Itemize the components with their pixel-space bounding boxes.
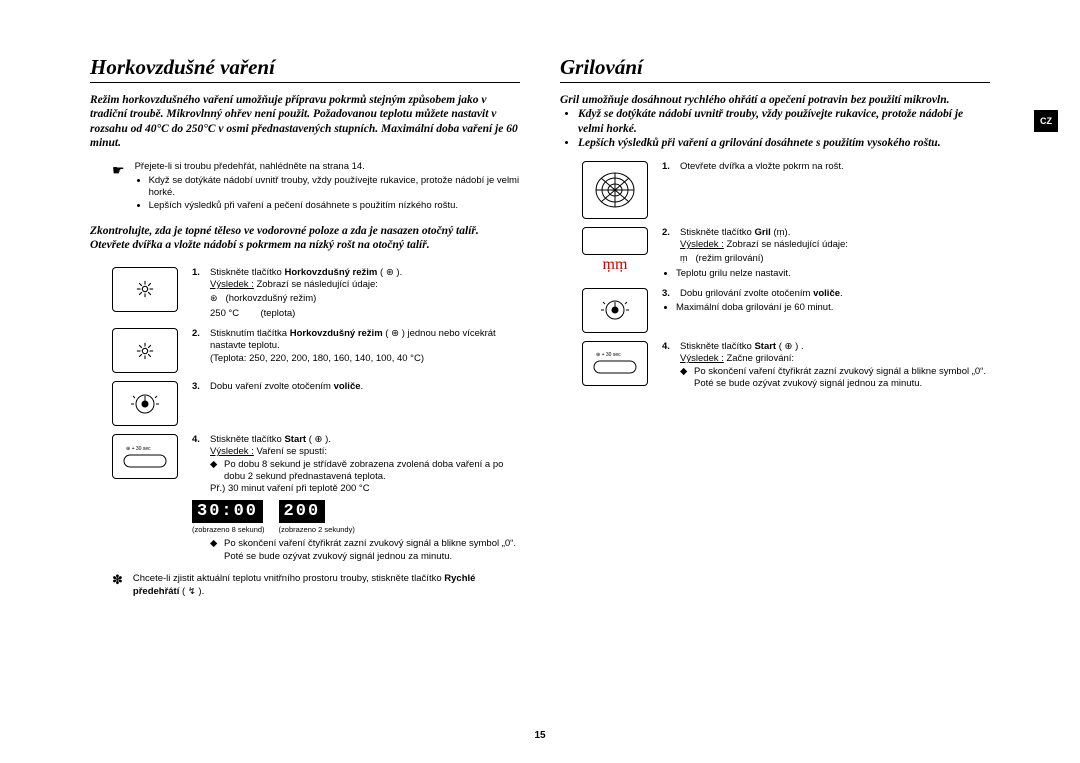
footnote-text: Chcete-li zjistit aktuální teplotu vnitř… xyxy=(133,573,520,598)
start-button-panel: ⊕ + 30 sec xyxy=(112,434,178,479)
step-row: ṃṃ 2. Stiskněte tlačítko Gril (ṃ). Výsle… xyxy=(582,227,990,280)
step-text: Otevřete dvířka a vložte pokrm na rošt. xyxy=(680,161,844,173)
grill-button-panel xyxy=(582,227,648,255)
step-row: ⊕ + 30 sec 4. Stiskněte tlačítko Start (… xyxy=(112,434,520,563)
button-panel-convection xyxy=(112,267,178,312)
result-item: (horkovzdušný režim) xyxy=(226,293,317,305)
step-row: 2. Stisknutím tlačítka Horkovzdušný reži… xyxy=(112,328,520,373)
step-number: 3. xyxy=(192,381,204,393)
step-text: Dobu vaření zvolte otočením voliče. xyxy=(210,381,363,393)
step-number: 1. xyxy=(192,267,204,279)
divider xyxy=(560,82,990,83)
rack-panel xyxy=(582,161,648,219)
dial-panel xyxy=(112,381,178,426)
step-row: 1. Otevřete dvířka a vložte pokrm na roš… xyxy=(582,161,990,219)
button-panel-convection xyxy=(112,328,178,373)
dial-panel xyxy=(582,288,648,333)
footnote: ✽ Chcete-li zjistit aktuální teplotu vni… xyxy=(112,573,520,598)
step-number: 2. xyxy=(192,328,204,353)
result-item: Po dobu 8 sekund je střídavě zobrazena z… xyxy=(224,459,520,484)
step-row: ⊕ + 30 sec 4. Stiskněte tlačítko Start (… xyxy=(582,341,990,390)
step-row: 3. Dobu vaření zvolte otočením voliče. xyxy=(112,381,520,426)
step-text: Stiskněte tlačítko Start ( ⊕ ). xyxy=(210,434,331,446)
step-number: 4. xyxy=(662,341,674,353)
step-number: 1. xyxy=(662,161,674,173)
bullet-icon: ◆ xyxy=(210,538,220,563)
bullet-icon: ◆ xyxy=(210,459,220,484)
grill-mini-icon: ṃ xyxy=(680,253,688,265)
step-text: Stiskněte tlačítko Horkovzdušný režim ( … xyxy=(210,267,402,279)
step-result: Výsledek : Zobrazí se následující údaje: xyxy=(680,239,848,251)
right-steps: 1. Otevřete dvířka a vložte pokrm na roš… xyxy=(582,161,990,391)
pointer-icon: ☛ xyxy=(112,163,125,212)
step-text: Stisknutím tlačítka Horkovzdušný režim (… xyxy=(210,328,520,353)
grill-icon: ṃṃ xyxy=(582,257,648,273)
intro-bullet: Když se dotýkáte nádobí uvnitř trouby, v… xyxy=(578,107,990,136)
digital-display: 30:00 xyxy=(192,500,263,523)
right-title: Grilování xyxy=(560,55,990,80)
temp-list: (Teplota: 250, 220, 200, 180, 160, 140, … xyxy=(210,353,520,365)
result-item: Po skončení vaření čtyřikrát zazní zvuko… xyxy=(694,366,990,391)
left-column: Horkovzdušné vaření Režim horkovzdušného… xyxy=(90,55,520,598)
start-button-panel: ⊕ + 30 sec xyxy=(582,341,648,386)
step-row: 3. Dobu grilování zvolte otočením voliče… xyxy=(582,288,990,333)
asterisk-icon: ✽ xyxy=(112,573,123,598)
result-item: (teplota) xyxy=(260,308,295,320)
left-intro: Režim horkovzdušného vaření umožňuje pří… xyxy=(90,93,520,151)
left-steps: 1. Stiskněte tlačítko Horkovzdušný režim… xyxy=(112,267,520,564)
page: Horkovzdušné vaření Režim horkovzdušného… xyxy=(90,0,990,598)
note-main: Přejete-li si troubu předehřát, nahlédně… xyxy=(135,161,520,173)
step-result: Výsledek : Vaření se spustí: xyxy=(210,446,520,458)
note-bullet: Když se dotýkáte nádobí uvnitř trouby, v… xyxy=(149,175,520,200)
svg-text:⊕ + 30 sec: ⊕ + 30 sec xyxy=(126,446,151,452)
result-item: Maximální doba grilování je 60 minut. xyxy=(676,302,843,314)
step-number: 3. xyxy=(662,288,674,300)
svg-text:⊕ + 30 sec: ⊕ + 30 sec xyxy=(596,352,621,358)
language-tab: CZ xyxy=(1034,110,1058,132)
step-result: Výsledek : Zobrazí se následující údaje: xyxy=(210,279,402,291)
preheat-note: ☛ Přejete-li si troubu předehřát, nahléd… xyxy=(112,161,520,212)
digital-display: 200 xyxy=(279,500,326,523)
left-title: Horkovzdušné vaření xyxy=(90,55,520,80)
step-number: 4. xyxy=(192,434,204,446)
display-row: 30:00 (zobrazeno 8 sekund) 200 (zobrazen… xyxy=(192,500,520,535)
note-bullet: Lepších výsledků při vaření a pečení dos… xyxy=(149,200,520,212)
step-row: 1. Stiskněte tlačítko Horkovzdušný režim… xyxy=(112,267,520,320)
step-text: Dobu grilování zvolte otočením voliče. xyxy=(680,288,843,300)
result-item: Po skončení vaření čtyřikrát zazní zvuko… xyxy=(224,538,520,563)
step-text: Stiskněte tlačítko Gril (ṃ). xyxy=(680,227,790,239)
step-result: Výsledek : Začne grilování: xyxy=(680,353,990,365)
fan-icon: ⊛ xyxy=(210,293,218,305)
result-item: 250 °C xyxy=(210,308,239,320)
display-caption: (zobrazeno 8 sekund) xyxy=(192,525,265,535)
display-caption: (zobrazeno 2 sekundy) xyxy=(279,525,355,535)
page-number: 15 xyxy=(534,730,545,741)
bullet-icon: ◆ xyxy=(680,366,690,391)
check-note: Zkontrolujte, zda je topné těleso ve vod… xyxy=(90,224,520,253)
result-item: Teplotu grilu nelze nastavit. xyxy=(676,268,848,280)
divider xyxy=(90,82,520,83)
intro-bullet: Lepších výsledků při vaření a grilování … xyxy=(578,136,990,150)
right-column: Grilování Gril umožňuje dosáhnout rychlé… xyxy=(560,55,990,598)
example-line: Př.) 30 minut vaření při teplotě 200 °C xyxy=(210,483,520,495)
step-text: Stiskněte tlačítko Start ( ⊕ ) . xyxy=(680,341,804,353)
step-number: 2. xyxy=(662,227,674,239)
right-intro: Gril umožňuje dosáhnout rychlého ohřátí … xyxy=(560,93,990,151)
result-item: (režim grilování) xyxy=(696,253,764,265)
